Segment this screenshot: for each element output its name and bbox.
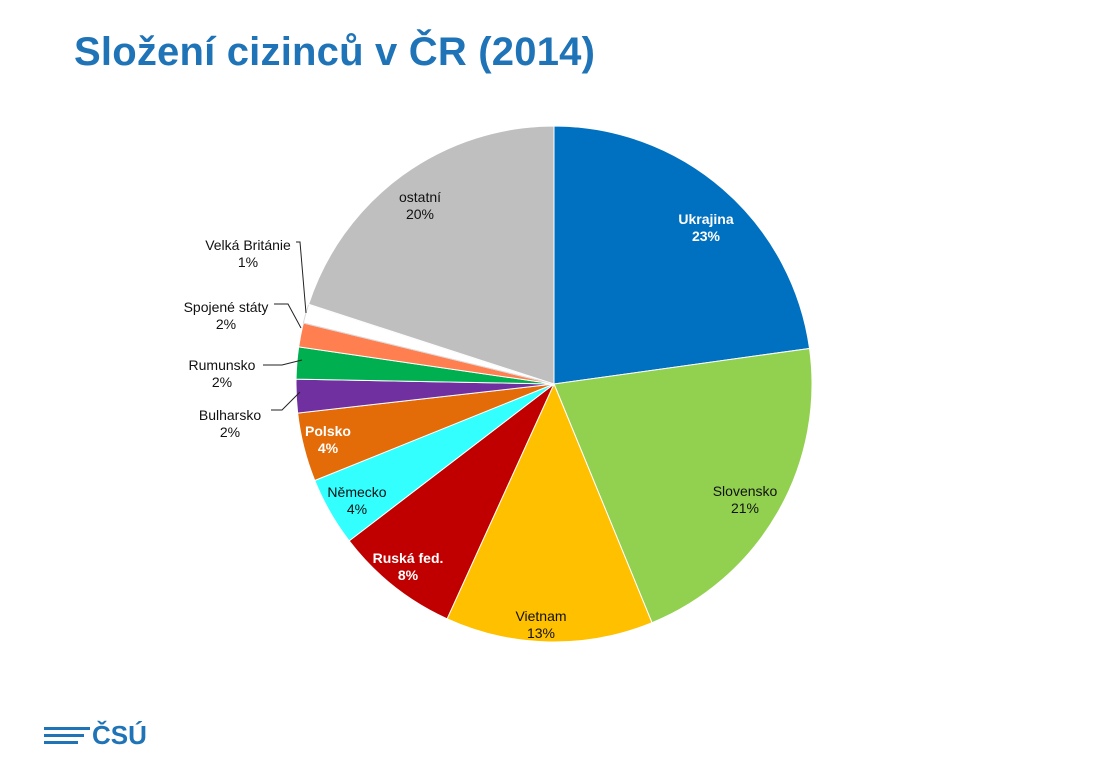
slice-value-rumunsko: 2%	[212, 374, 232, 390]
slice-value-ukrajina: 23%	[692, 228, 721, 244]
slice-label-ukrajina: Ukrajina 23%	[678, 211, 733, 244]
leader-line-rumunsko	[263, 359, 303, 366]
leader-line-spojene-staty	[274, 303, 302, 329]
slice-name-ostatni: ostatní	[399, 189, 441, 205]
slice-name-spojene-staty: Spojené státy	[184, 299, 269, 315]
slice-value-spojene-staty: 2%	[216, 316, 236, 332]
slice-label-spojene-staty: Spojené státy 2%	[184, 299, 269, 332]
slice-name-polsko: Polsko	[305, 423, 351, 439]
slice-label-nemecko: Německo 4%	[327, 484, 386, 517]
slice-value-slovensko: 21%	[731, 500, 759, 516]
pie-slice-ukrajina	[553, 125, 811, 385]
pie-slice-slovensko	[553, 347, 813, 624]
slice-label-velka-britanie: Velká Británie 1%	[205, 237, 291, 270]
pie-slice-ruska-fed	[348, 383, 555, 620]
slice-label-ruska-fed: Ruská fed. 8%	[373, 550, 444, 583]
slice-name-slovensko: Slovensko	[713, 483, 778, 499]
pie-slice-vietnam	[446, 382, 653, 643]
slice-name-ukrajina: Ukrajina	[678, 211, 733, 227]
slice-label-ostatni: ostatní 20%	[399, 189, 441, 222]
slice-value-ruska-fed: 8%	[398, 567, 419, 583]
slice-name-vietnam: Vietnam	[515, 608, 566, 624]
logo-text: ČSÚ	[92, 720, 147, 750]
pie-slice-ostatni	[307, 125, 555, 385]
slice-label-rumunsko: Rumunsko 2%	[189, 357, 256, 390]
slice-label-bulharsko: Bulharsko 2%	[199, 407, 261, 440]
logo-lines-icon	[44, 726, 90, 744]
page-title: Složení cizinců v ČR (2014)	[74, 30, 596, 74]
csu-logo: ČSÚ	[44, 722, 147, 748]
slice-value-velka-britanie: 1%	[238, 254, 258, 270]
slice-label-polsko: Polsko 4%	[305, 423, 351, 456]
leader-line-bulharsko	[271, 391, 301, 411]
slice-name-velka-britanie: Velká Británie	[205, 237, 291, 253]
slice-label-vietnam: Vietnam 13%	[515, 608, 566, 641]
slice-name-ruska-fed: Ruská fed.	[373, 550, 444, 566]
slice-value-vietnam: 13%	[527, 625, 555, 641]
leader-line-velka-britanie	[296, 241, 307, 314]
slice-value-bulharsko: 2%	[220, 424, 240, 440]
slice-value-ostatni: 20%	[406, 206, 434, 222]
slice-name-bulharsko: Bulharsko	[199, 407, 261, 423]
slice-value-nemecko: 4%	[347, 501, 367, 517]
slice-name-rumunsko: Rumunsko	[189, 357, 256, 373]
slice-name-nemecko: Německo	[327, 484, 386, 500]
slice-value-polsko: 4%	[318, 440, 339, 456]
slice-label-slovensko: Slovensko 21%	[713, 483, 778, 516]
